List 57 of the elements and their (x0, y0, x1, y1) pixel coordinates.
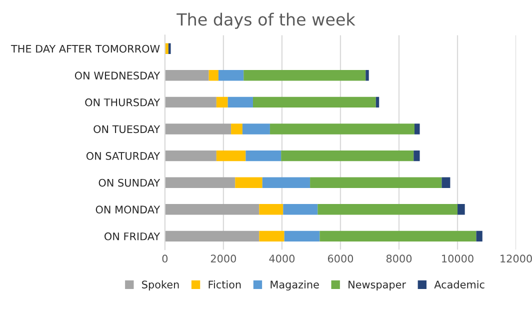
bar (320, 230, 476, 242)
chart-title: The days of the week (176, 12, 356, 29)
bar (218, 70, 244, 81)
x-tick-label: 8000 (386, 254, 412, 263)
bar (281, 150, 414, 162)
bar (168, 43, 171, 54)
bar (242, 124, 270, 134)
bar (228, 96, 253, 108)
legend-label: Spoken (142, 280, 179, 290)
bar (259, 230, 284, 242)
bar (164, 177, 236, 188)
bar (216, 96, 228, 108)
bar (164, 150, 216, 162)
x-tick-label: 6000 (328, 254, 354, 263)
bar (164, 230, 260, 242)
legend-label: Newspaper (348, 280, 406, 290)
y-tick-label: ON SUNDAY (98, 178, 160, 187)
x-tick-label: 2000 (210, 254, 236, 263)
bar (208, 70, 218, 81)
legend-label: Academic (434, 280, 484, 288)
bar (458, 204, 465, 215)
y-tick-label: ON FRIDAY (104, 232, 160, 240)
legend-label: Fiction (208, 280, 241, 288)
bar (284, 230, 320, 242)
bar (270, 124, 415, 134)
legend-label: Magazine (270, 280, 319, 290)
bar (231, 124, 242, 134)
bar (366, 70, 369, 81)
bar (164, 70, 209, 81)
y-tick-label: ON TUESDAY (94, 125, 160, 134)
bar (259, 204, 284, 215)
bar (414, 124, 420, 134)
y-tick-label: THE DAY AFTER TOMORROW (10, 44, 160, 53)
x-tick-label: 4000 (269, 254, 295, 263)
bar (164, 124, 232, 134)
x-tick-label: 10000 (442, 254, 474, 263)
bar (442, 177, 450, 188)
y-tick-label: ON WEDNESDAY (74, 72, 160, 80)
bar (252, 96, 376, 108)
bar (476, 230, 482, 242)
bar (414, 150, 420, 162)
bar (376, 96, 380, 108)
y-tick-label: ON THURSDAY (85, 98, 160, 106)
bar (246, 150, 282, 162)
x-tick-label: 12000 (500, 254, 532, 263)
bar (310, 177, 442, 188)
bar (283, 204, 318, 215)
bar (262, 177, 310, 188)
y-tick-label: ON MONDAY (96, 206, 160, 214)
bar (244, 70, 366, 81)
bar (318, 204, 458, 215)
bar (164, 96, 216, 108)
bar (216, 150, 246, 162)
bar (164, 204, 260, 215)
x-tick-label: 0 (162, 254, 168, 263)
y-tick-label: ON SATURDAY (86, 152, 160, 160)
bar (235, 177, 262, 188)
